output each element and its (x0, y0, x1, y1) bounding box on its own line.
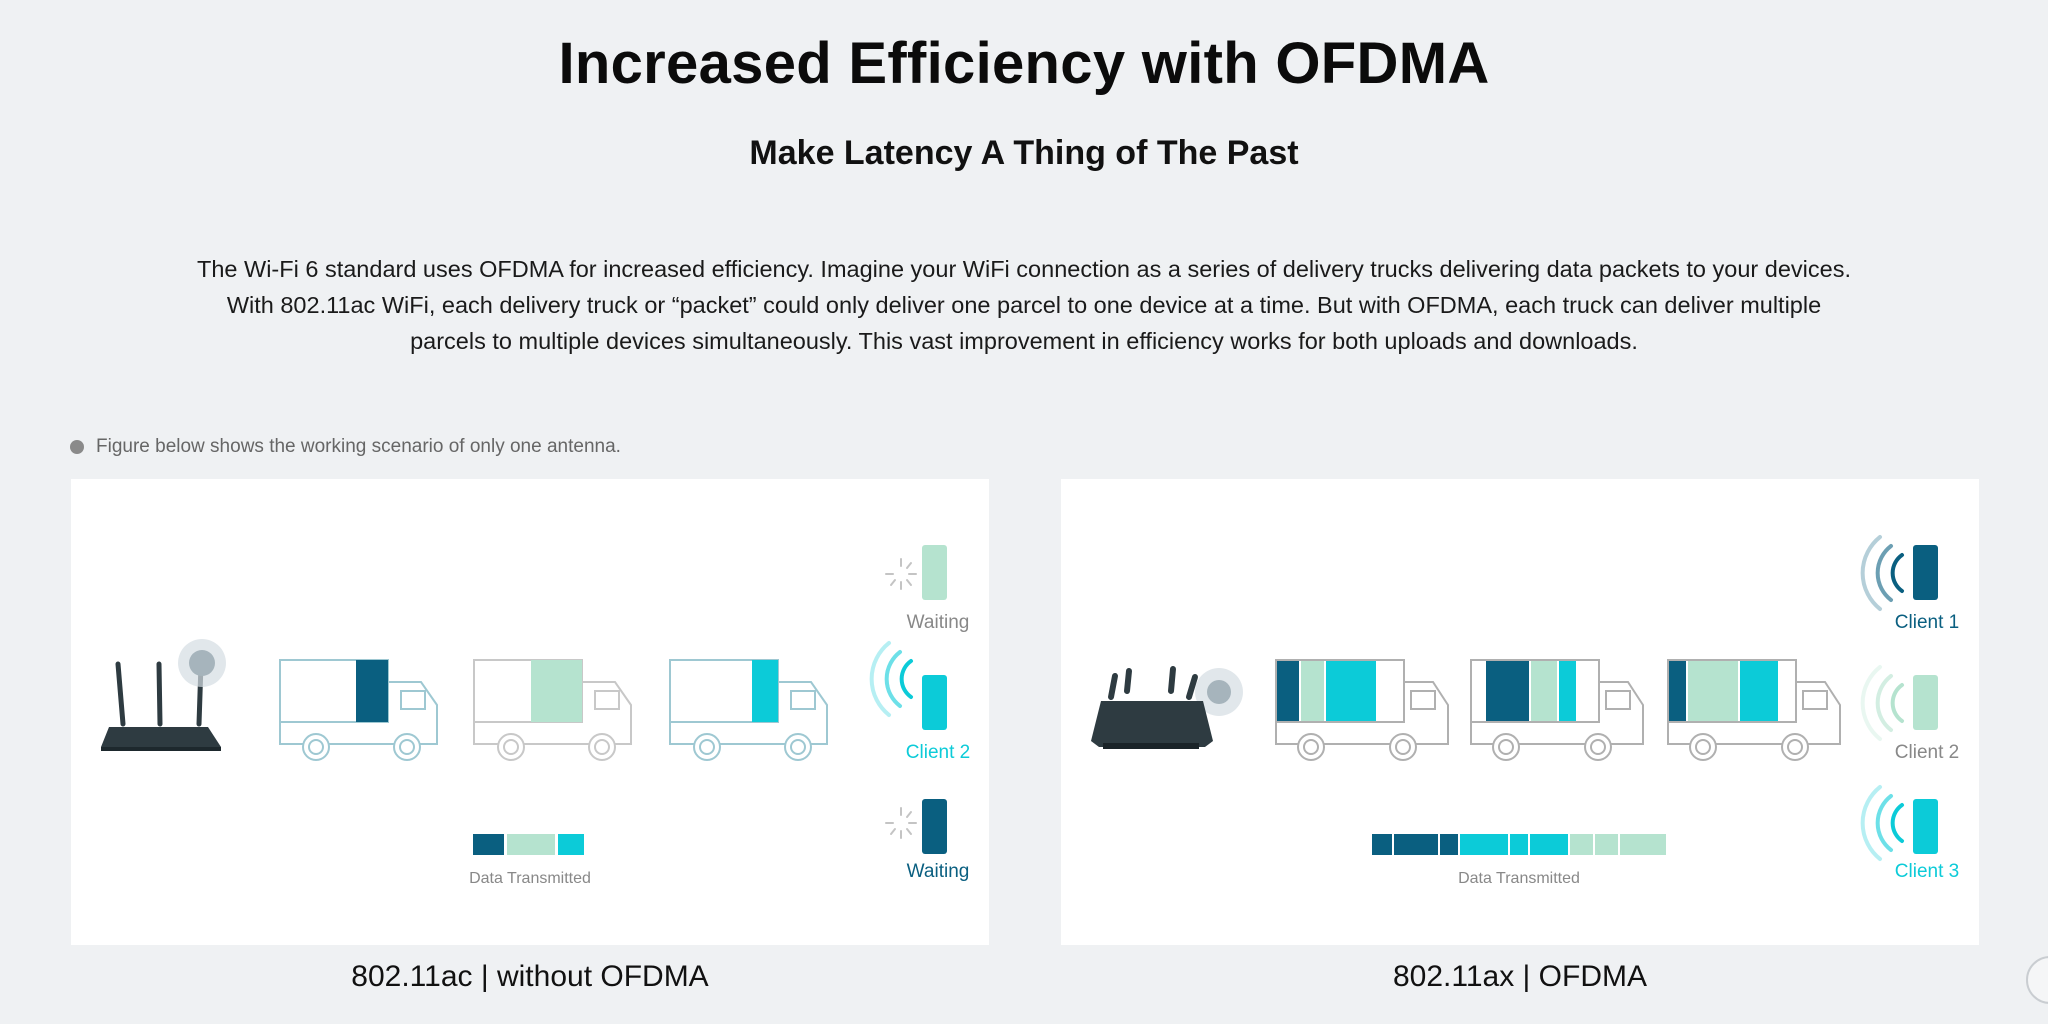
page-title: Increased Efficiency with OFDMA (558, 31, 1490, 96)
phone-icon (922, 675, 947, 730)
loading-spinner-icon (885, 558, 917, 590)
client-label: Client 1 (1895, 612, 1959, 633)
description-paragraph: The Wi-Fi 6 standard uses OFDMA for incr… (197, 256, 1851, 354)
client-label: Waiting (907, 861, 970, 882)
phone-icon (1913, 675, 1938, 730)
delivery-truck-2 (473, 659, 632, 761)
client-label: Waiting (907, 612, 970, 633)
delivery-truck-2 (1470, 659, 1644, 761)
data-transmitted-label: Data Transmitted (1458, 870, 1580, 887)
phone-icon (1913, 545, 1938, 600)
loading-spinner-icon (885, 807, 917, 839)
back-to-top-button[interactable] (2026, 956, 2048, 1004)
router-icon (1091, 666, 1243, 749)
panel-caption-80211ax: 802.11ax | OFDMA (1392, 960, 1647, 993)
page-subtitle: Make Latency A Thing of The Past (749, 134, 1299, 172)
phone-icon (922, 545, 947, 600)
wifi-signal-icon (869, 641, 913, 717)
diagram-80211ax: Client 1 Client 2 Client 3 Data Transmit… (1091, 535, 1959, 887)
delivery-truck-1 (1275, 659, 1449, 761)
client-label: Client 2 (1895, 742, 1959, 763)
wifi-signal-icon (1860, 785, 1904, 861)
data-transmitted-label: Data Transmitted (469, 870, 591, 887)
wifi-signal-icon (1860, 535, 1904, 611)
bullet-icon (70, 440, 84, 454)
phone-icon (922, 799, 947, 854)
data-transmitted-bar (473, 834, 584, 855)
phone-icon (1913, 799, 1938, 854)
delivery-truck-1 (279, 659, 438, 761)
diagram-80211ac: Waiting Client 2 Waiting Data Transmitte… (101, 545, 970, 887)
router-icon (101, 639, 226, 751)
panel-caption-80211ac: 802.11ac | without OFDMA (351, 960, 709, 993)
diagram-panel-80211ax: Client 1 Client 2 Client 3 Data Transmit… (1061, 479, 1979, 945)
wifi-signal-icon (1860, 665, 1904, 741)
diagram-panel-80211ac: Waiting Client 2 Waiting Data Transmitte… (71, 479, 989, 945)
delivery-truck-3 (1667, 659, 1841, 761)
data-transmitted-bar (1372, 834, 1666, 855)
delivery-truck-3 (669, 659, 828, 761)
figure-note-text: Figure below shows the working scenario … (96, 436, 621, 457)
figure-note: Figure below shows the working scenario … (70, 436, 621, 458)
client-label: Client 3 (1895, 861, 1959, 882)
client-label: Client 2 (906, 742, 970, 763)
